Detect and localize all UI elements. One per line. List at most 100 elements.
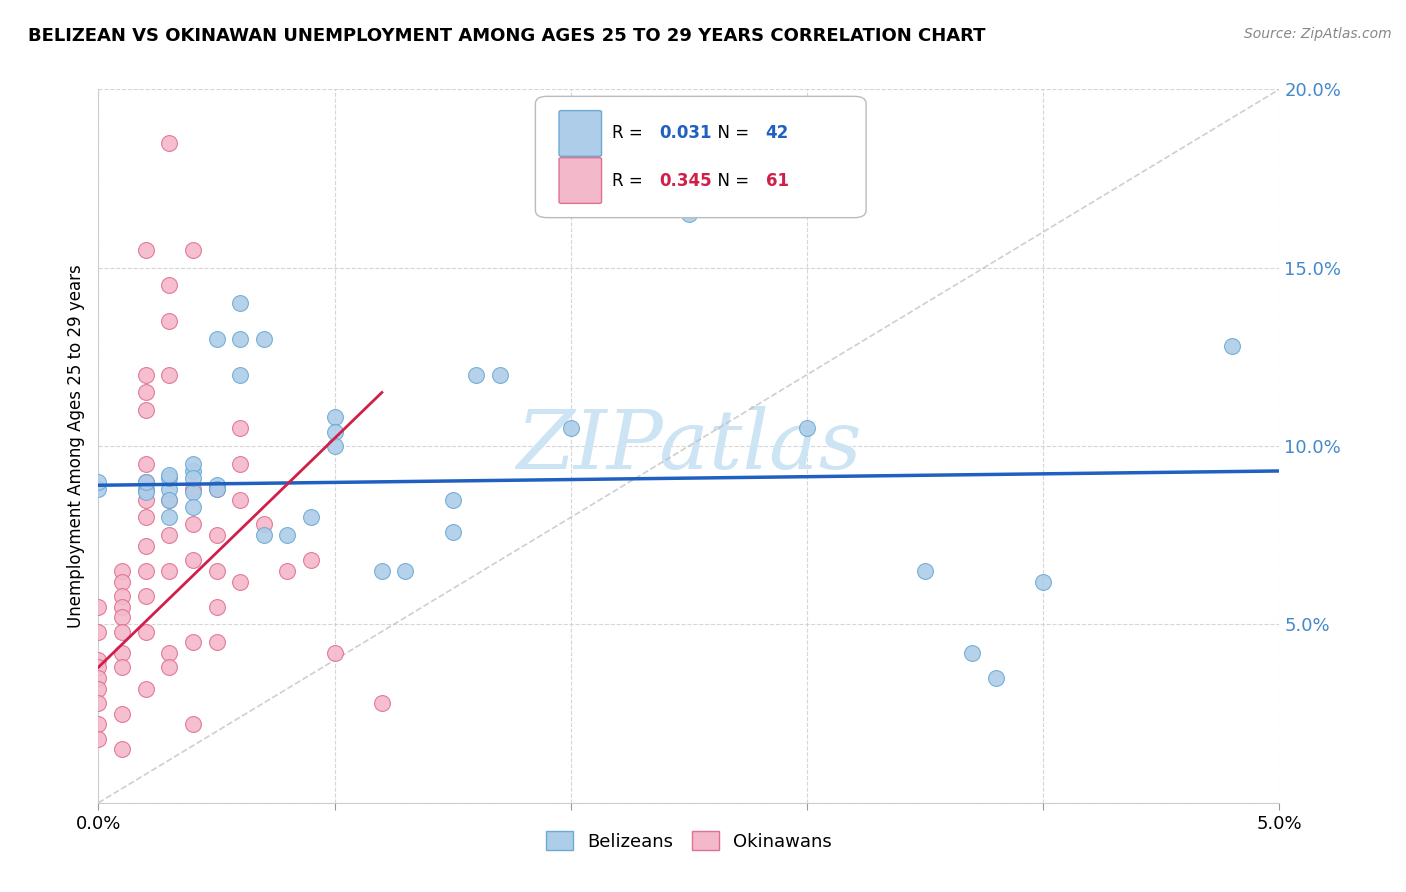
Point — [962, 646, 984, 660]
Point — [181, 482, 204, 496]
Point — [276, 564, 298, 578]
FancyBboxPatch shape — [560, 111, 602, 156]
Point — [276, 528, 298, 542]
Point — [253, 332, 276, 346]
Point — [253, 517, 276, 532]
Text: 0.031: 0.031 — [659, 125, 711, 143]
Point — [984, 671, 1007, 685]
Point — [135, 457, 157, 471]
Point — [135, 589, 157, 603]
Point — [229, 457, 252, 471]
Point — [157, 471, 180, 485]
Point — [157, 528, 180, 542]
Point — [181, 471, 204, 485]
Point — [253, 528, 276, 542]
Point — [111, 564, 134, 578]
Point — [205, 482, 228, 496]
Point — [299, 553, 322, 567]
Point — [157, 564, 180, 578]
Point — [87, 475, 110, 489]
Point — [489, 368, 512, 382]
Point — [157, 646, 180, 660]
Point — [229, 492, 252, 507]
Point — [87, 671, 110, 685]
Point — [135, 564, 157, 578]
Point — [1032, 574, 1054, 589]
Point — [111, 646, 134, 660]
Point — [157, 482, 180, 496]
Point — [135, 539, 157, 553]
Point — [111, 624, 134, 639]
Point — [465, 368, 488, 382]
Point — [560, 421, 582, 435]
Point — [111, 574, 134, 589]
Text: ZIPatlas: ZIPatlas — [516, 406, 862, 486]
Y-axis label: Unemployment Among Ages 25 to 29 years: Unemployment Among Ages 25 to 29 years — [66, 264, 84, 628]
Text: 61: 61 — [766, 171, 789, 189]
Point — [205, 528, 228, 542]
Point — [135, 624, 157, 639]
Point — [135, 482, 157, 496]
Point — [229, 296, 252, 310]
Point — [229, 574, 252, 589]
Point — [135, 368, 157, 382]
FancyBboxPatch shape — [536, 96, 866, 218]
Point — [205, 635, 228, 649]
Point — [157, 660, 180, 674]
Point — [229, 368, 252, 382]
Point — [87, 681, 110, 696]
Point — [135, 485, 157, 500]
Point — [181, 635, 204, 649]
Point — [157, 467, 180, 482]
Point — [87, 624, 110, 639]
Point — [135, 243, 157, 257]
Text: Source: ZipAtlas.com: Source: ZipAtlas.com — [1244, 27, 1392, 41]
Point — [135, 475, 157, 489]
Point — [111, 706, 134, 721]
Point — [135, 475, 157, 489]
Point — [205, 599, 228, 614]
Point — [441, 492, 464, 507]
Text: 0.345: 0.345 — [659, 171, 711, 189]
Point — [181, 553, 204, 567]
Point — [87, 653, 110, 667]
Point — [111, 660, 134, 674]
Point — [181, 457, 204, 471]
Point — [323, 410, 346, 425]
Text: BELIZEAN VS OKINAWAN UNEMPLOYMENT AMONG AGES 25 TO 29 YEARS CORRELATION CHART: BELIZEAN VS OKINAWAN UNEMPLOYMENT AMONG … — [28, 27, 986, 45]
Point — [914, 564, 936, 578]
Point — [135, 403, 157, 417]
Point — [87, 660, 110, 674]
Point — [157, 510, 180, 524]
Point — [205, 564, 228, 578]
Point — [229, 332, 252, 346]
Point — [299, 510, 322, 524]
Point — [135, 510, 157, 524]
Text: R =: R = — [612, 125, 648, 143]
Point — [111, 742, 134, 756]
Point — [157, 492, 180, 507]
Point — [181, 243, 204, 257]
Point — [135, 385, 157, 400]
Point — [181, 717, 204, 731]
Legend: Belizeans, Okinawans: Belizeans, Okinawans — [538, 824, 839, 858]
Point — [111, 589, 134, 603]
Point — [87, 717, 110, 731]
Text: 42: 42 — [766, 125, 789, 143]
Point — [135, 681, 157, 696]
Point — [87, 599, 110, 614]
Point — [111, 599, 134, 614]
Text: N =: N = — [707, 125, 754, 143]
Text: R =: R = — [612, 171, 648, 189]
Point — [323, 425, 346, 439]
Point — [135, 492, 157, 507]
Point — [157, 314, 180, 328]
Point — [323, 439, 346, 453]
Point — [371, 696, 394, 710]
Point — [157, 278, 180, 293]
Point — [205, 332, 228, 346]
Point — [394, 564, 416, 578]
Point — [678, 207, 700, 221]
Point — [181, 500, 204, 514]
Point — [87, 482, 110, 496]
